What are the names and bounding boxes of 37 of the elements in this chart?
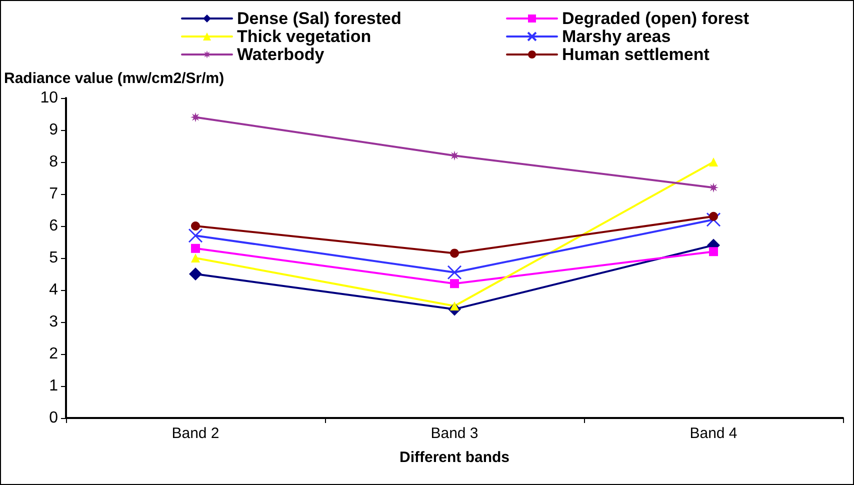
point — [450, 150, 460, 161]
y-tick-label: 2 — [49, 346, 58, 362]
y-tick-label: 6 — [49, 218, 58, 234]
y-tick-label: 10 — [40, 90, 58, 106]
x-tick-label: Band 4 — [690, 425, 738, 442]
point — [190, 112, 200, 122]
point — [450, 279, 459, 288]
point — [189, 268, 202, 280]
point — [191, 222, 200, 230]
y-tick-label: 3 — [49, 314, 58, 330]
y-tick-label: 9 — [49, 122, 58, 138]
y-tick-label: 8 — [49, 154, 58, 170]
point — [447, 265, 462, 280]
legend-label: Waterbody — [237, 45, 325, 64]
x-tick-label: Band 3 — [430, 425, 478, 442]
point — [706, 212, 721, 227]
legend-label: Human settlement — [562, 45, 710, 64]
point — [709, 158, 718, 166]
point — [709, 247, 718, 256]
point — [188, 228, 203, 243]
y-axis-title: Radiance value (mw/cm2/Sr/m) — [4, 70, 224, 87]
y-tick-label: 4 — [49, 282, 58, 298]
x-tick-label: Band 2 — [172, 425, 220, 442]
legend-label: Marshy areas — [562, 27, 671, 46]
point — [191, 244, 200, 253]
point — [708, 182, 718, 193]
y-tick-label: 7 — [49, 186, 58, 202]
legend-label: Dense (Sal) forested — [237, 9, 402, 28]
point — [450, 248, 459, 258]
legend-label: Thick vegetation — [237, 27, 372, 46]
legend-label: Degraded (open) forest — [562, 9, 750, 28]
point — [191, 254, 200, 262]
y-tick-label: 0 — [49, 410, 58, 426]
x-axis-title: Different bands — [399, 449, 510, 466]
y-tick-label: 1 — [49, 378, 58, 394]
point — [709, 212, 718, 221]
y-tick-label: 5 — [49, 250, 58, 266]
